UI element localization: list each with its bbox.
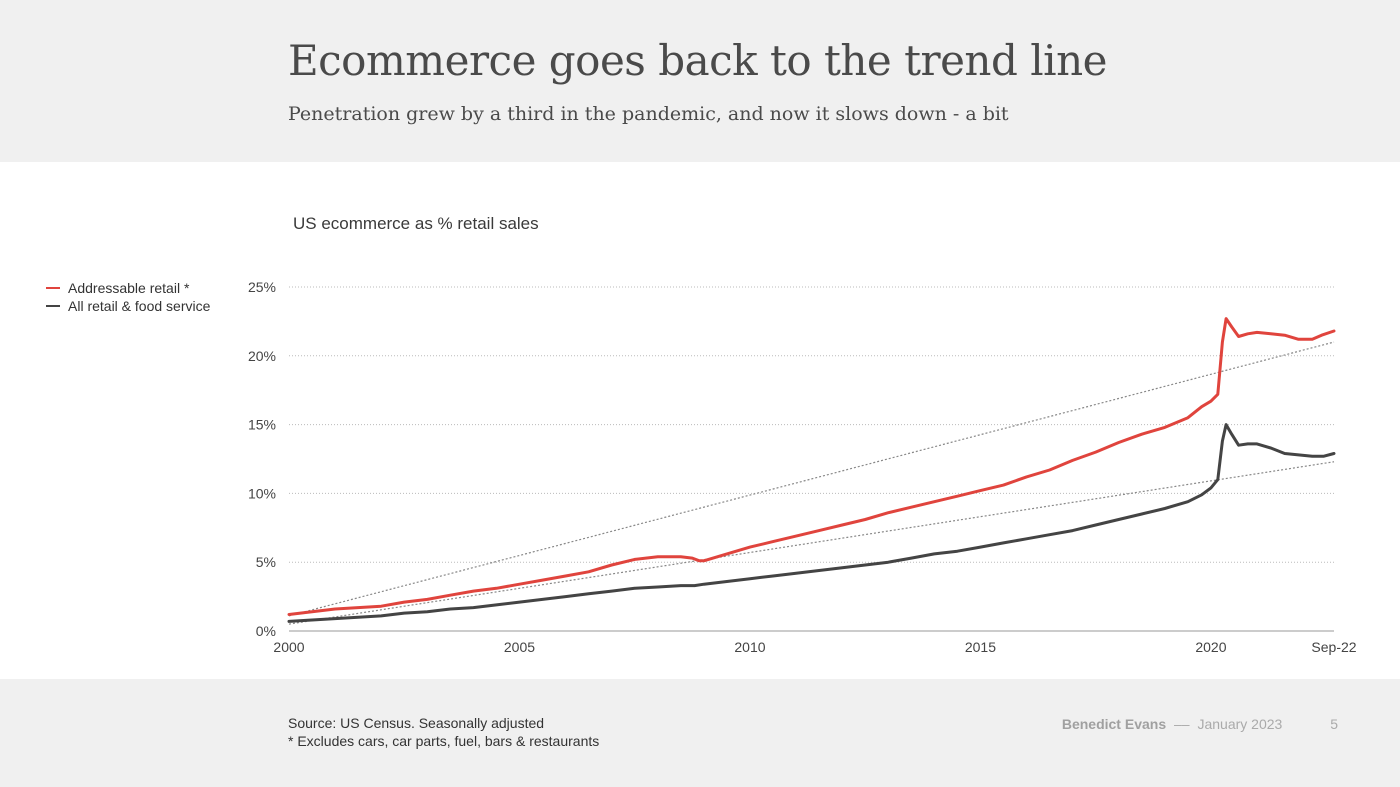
y-tick-label: 25% bbox=[248, 279, 276, 295]
footer-credit: Benedict Evans –– January 2023 5 bbox=[1062, 716, 1338, 732]
author-name: Benedict Evans bbox=[1061, 716, 1167, 732]
legend-swatch-addressable bbox=[46, 287, 60, 289]
chart-title: US ecommerce as % retail sales bbox=[293, 214, 539, 233]
legend-item-all-retail: All retail & food service bbox=[46, 297, 210, 315]
x-tick-label: 2010 bbox=[734, 639, 765, 655]
y-tick-label: 0% bbox=[256, 623, 276, 639]
trend-line bbox=[288, 461, 1335, 625]
page-number: 5 bbox=[1330, 716, 1338, 732]
x-tick-label: 2015 bbox=[965, 639, 996, 655]
series-line-addressable bbox=[287, 317, 1336, 616]
y-tick-label: 20% bbox=[248, 348, 276, 364]
y-tick-label: 10% bbox=[248, 485, 276, 501]
y-tick-label: 5% bbox=[256, 554, 276, 570]
legend-swatch-all-retail bbox=[46, 305, 60, 307]
header-band bbox=[0, 0, 1400, 162]
chart-legend: Addressable retail * All retail & food s… bbox=[46, 279, 210, 315]
legend-item-addressable: Addressable retail * bbox=[46, 279, 210, 297]
publication-date: January 2023 bbox=[1197, 716, 1283, 732]
source-line: Source: US Census. Seasonally adjusted bbox=[288, 715, 545, 731]
x-tick-label: 2005 bbox=[504, 639, 535, 655]
footnote-line: * Excludes cars, car parts, fuel, bars &… bbox=[288, 733, 600, 749]
source-note: Source: US Census. Seasonally adjusted *… bbox=[288, 714, 599, 750]
slide-title: Ecommerce goes back to the trend line bbox=[288, 36, 1107, 85]
y-tick-label: 15% bbox=[248, 417, 276, 433]
x-tick-label: Sep-22 bbox=[1311, 639, 1356, 655]
legend-label-addressable: Addressable retail * bbox=[68, 280, 190, 296]
trend-line bbox=[288, 341, 1335, 617]
footer-band bbox=[0, 679, 1400, 787]
slide-subtitle: Penetration grew by a third in the pande… bbox=[288, 103, 1009, 125]
legend-label-all-retail: All retail & food service bbox=[68, 298, 211, 314]
series-line-all-retail bbox=[287, 423, 1336, 623]
x-tick-label: 2020 bbox=[1195, 639, 1226, 655]
x-tick-label: 2000 bbox=[273, 639, 304, 655]
credit-separator: –– bbox=[1174, 716, 1190, 732]
